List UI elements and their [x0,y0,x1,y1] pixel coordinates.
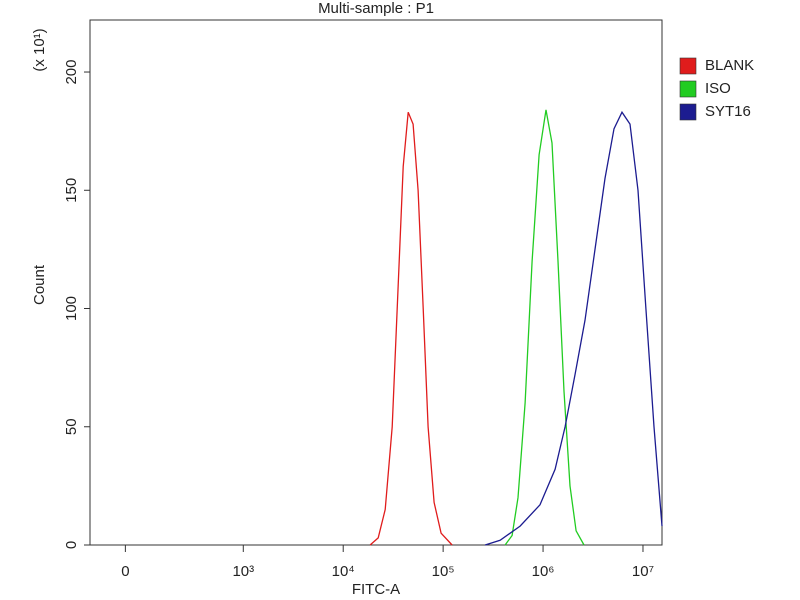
x-tick-label: 10⁵ [432,563,455,580]
x-tick-label: 10⁶ [532,563,555,580]
y-tick-label: 100 [63,296,80,321]
y-tick-label: 0 [63,541,80,549]
legend-swatch [679,57,697,75]
x-tick-label: 10⁴ [332,563,355,580]
y-tick-label: 50 [63,418,80,435]
x-tick-label: 10⁷ [632,563,654,580]
plot-frame [89,19,663,546]
legend-label: SYT16 [705,103,751,120]
chart-title: Multi-sample : P1 [318,0,434,17]
legend-label: ISO [705,80,731,97]
x-tick-label: 10³ [232,563,254,580]
series-line [369,111,453,546]
series-line [484,110,663,546]
x-axis-label: FITC-A [352,581,400,598]
legend-label: BLANK [705,57,754,74]
y-axis-label: Count [31,264,48,305]
series-line [504,109,585,546]
legend-swatch [679,80,697,98]
y-tick-label: 150 [63,178,80,203]
y-tick-label: 200 [63,60,80,85]
x-tick-label: 0 [121,563,129,580]
legend-swatch [679,103,697,121]
y-multiplier: (x 10¹) [31,28,48,71]
